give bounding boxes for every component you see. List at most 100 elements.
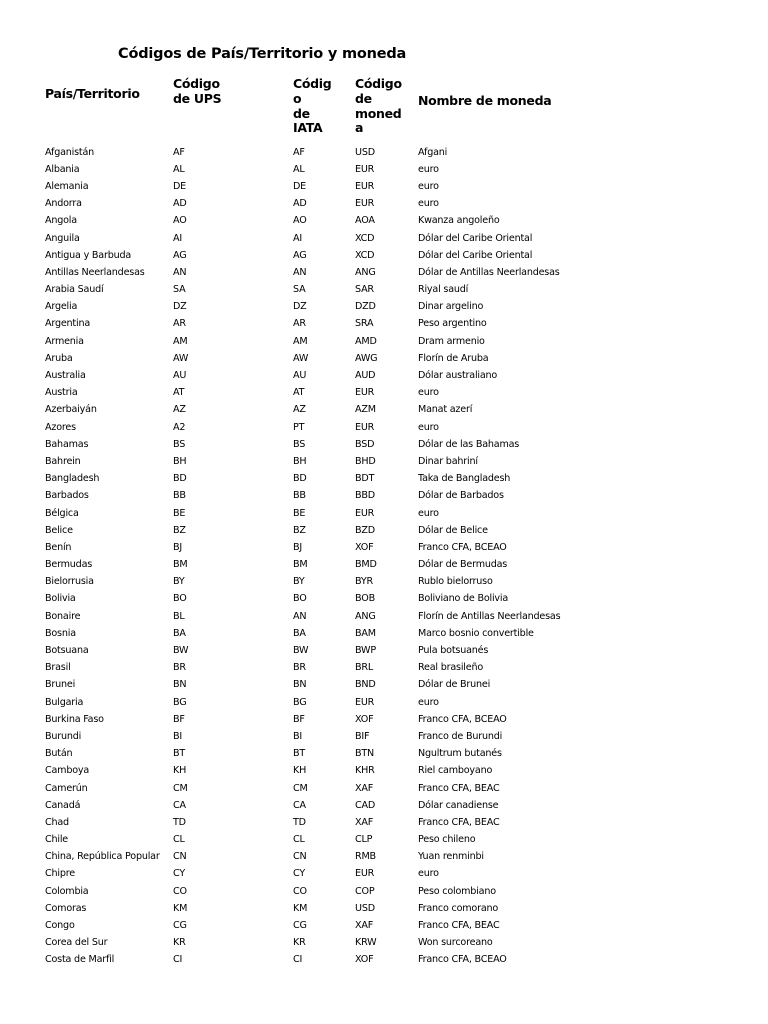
cell-iata-code: SA xyxy=(293,284,306,296)
cell-currency-name: euro xyxy=(418,387,439,399)
header-iata-code: Códig o de IATA xyxy=(293,76,332,136)
header-country: País/Territorio xyxy=(45,86,140,102)
table-row: Argelia DZ DZ DZD Dinar argelino xyxy=(0,299,768,316)
cell-ups-code: CG xyxy=(173,920,187,932)
cell-currency-code: XOF xyxy=(355,713,374,725)
header-line: Nombre de moneda xyxy=(418,93,552,108)
table-row: Burkina Faso BF BF XOF Franco CFA, BCEAO xyxy=(0,711,768,728)
table-row: Belice BZ BZ BZD Dólar de Belice xyxy=(0,522,768,539)
cell-currency-name: Kwanza angoleño xyxy=(418,215,500,227)
cell-country: Camboya xyxy=(45,765,90,777)
cell-currency-code: XAF xyxy=(355,782,374,794)
page-title: Códigos de País/Territorio y moneda xyxy=(118,46,407,62)
cell-currency-code: BSD xyxy=(355,438,375,450)
cell-currency-name: Boliviano de Bolivia xyxy=(418,593,509,605)
cell-ups-code: CN xyxy=(173,851,187,863)
cell-country: Argentina xyxy=(45,318,90,330)
header-line: Código xyxy=(173,76,220,91)
cell-currency-name: Won surcoreano xyxy=(418,937,493,949)
cell-country: Benín xyxy=(45,541,72,553)
header-currency-code: Código de moned a xyxy=(355,76,402,136)
cell-currency-code: BND xyxy=(355,679,376,691)
table-row: Azores A2 PT EUR euro xyxy=(0,419,768,436)
cell-iata-code: BB xyxy=(293,490,306,502)
table-row: Bielorrusia BY BY BYR Rublo bielorruso xyxy=(0,574,768,591)
cell-ups-code: AN xyxy=(173,266,187,278)
table-row: Albania AL AL EUR euro xyxy=(0,161,768,178)
cell-iata-code: AR xyxy=(293,318,306,330)
cell-ups-code: BB xyxy=(173,490,186,502)
cell-country: Bahamas xyxy=(45,438,89,450)
cell-ups-code: CO xyxy=(173,885,187,897)
cell-ups-code: BZ xyxy=(173,524,186,536)
cell-currency-name: Dólar canadiense xyxy=(418,799,499,811)
cell-currency-code: USD xyxy=(355,146,375,158)
cell-currency-name: Peso chileno xyxy=(418,834,476,846)
cell-country: Burundi xyxy=(45,730,82,742)
cell-ups-code: AO xyxy=(173,215,187,227)
cell-currency-name: Franco CFA, BEAC xyxy=(418,816,500,828)
cell-currency-code: BHD xyxy=(355,455,376,467)
table-row: Bosnia BA BA BAM Marco bosnio convertible xyxy=(0,625,768,642)
cell-currency-code: AZM xyxy=(355,404,376,416)
cell-country: Angola xyxy=(45,215,77,227)
cell-country: Andorra xyxy=(45,198,82,210)
cell-currency-code: XOF xyxy=(355,541,374,553)
cell-iata-code: BR xyxy=(293,662,306,674)
cell-ups-code: AZ xyxy=(173,404,186,416)
cell-currency-name: Dinar bahriní xyxy=(418,455,478,467)
cell-country: Bangladesh xyxy=(45,473,100,485)
cell-currency-code: XCD xyxy=(355,249,375,261)
cell-country: Austria xyxy=(45,387,78,399)
cell-iata-code: BH xyxy=(293,455,307,467)
table-row: Congo CG CG XAF Franco CFA, BEAC xyxy=(0,917,768,934)
table-row: Canadá CA CA CAD Dólar canadiense xyxy=(0,797,768,814)
cell-iata-code: AI xyxy=(293,232,302,244)
cell-currency-name: Ngultrum butanés xyxy=(418,748,502,760)
cell-iata-code: CA xyxy=(293,799,306,811)
cell-country: Azores xyxy=(45,421,76,433)
cell-currency-name: Real brasileño xyxy=(418,662,484,674)
cell-country: Chipre xyxy=(45,868,75,880)
cell-country: Bermudas xyxy=(45,559,93,571)
table-row: Colombia CO CO COP Peso colombiano xyxy=(0,883,768,900)
table-row: Andorra AD AD EUR euro xyxy=(0,196,768,213)
cell-country: Chile xyxy=(45,834,69,846)
cell-currency-code: AWG xyxy=(355,352,378,364)
table-row: Bulgaria BG BG EUR euro xyxy=(0,694,768,711)
cell-ups-code: BE xyxy=(173,507,186,519)
cell-ups-code: BL xyxy=(173,610,185,622)
cell-currency-code: BZD xyxy=(355,524,375,536)
cell-currency-name: Manat azerí xyxy=(418,404,473,416)
cell-country: Afganistán xyxy=(45,146,95,158)
table-row: Bahrein BH BH BHD Dinar bahriní xyxy=(0,453,768,470)
table-row: Benín BJ BJ XOF Franco CFA, BCEAO xyxy=(0,539,768,556)
cell-currency-code: SRA xyxy=(355,318,374,330)
header-line: de UPS xyxy=(173,90,222,106)
cell-ups-code: BM xyxy=(173,559,188,571)
cell-ups-code: AL xyxy=(173,163,185,175)
cell-iata-code: CG xyxy=(293,920,307,932)
cell-currency-name: euro xyxy=(418,198,439,210)
cell-currency-code: AMD xyxy=(355,335,377,347)
cell-country: Bélgica xyxy=(45,507,79,519)
cell-currency-name: euro xyxy=(418,421,439,433)
cell-iata-code: BG xyxy=(293,696,307,708)
cell-currency-name: euro xyxy=(418,507,439,519)
table-row: Barbados BB BB BBD Dólar de Barbados xyxy=(0,488,768,505)
cell-country: Bután xyxy=(45,748,73,760)
cell-ups-code: DE xyxy=(173,180,187,192)
cell-iata-code: BT xyxy=(293,748,306,760)
cell-currency-name: Marco bosnio convertible xyxy=(418,627,534,639)
cell-iata-code: BW xyxy=(293,645,309,657)
cell-iata-code: AN xyxy=(293,610,307,622)
cell-currency-code: RMB xyxy=(355,851,376,863)
cell-currency-name: Franco CFA, BEAC xyxy=(418,920,500,932)
cell-country: Armenia xyxy=(45,335,84,347)
header-line: moned xyxy=(355,105,402,121)
cell-currency-code: ANG xyxy=(355,610,376,622)
table-row: Afganistán AF AF USD Afgani xyxy=(0,144,768,161)
cell-country: Alemania xyxy=(45,180,89,192)
header-currency-name: Nombre de moneda xyxy=(418,93,552,109)
cell-currency-name: Dólar de Bermudas xyxy=(418,559,508,571)
